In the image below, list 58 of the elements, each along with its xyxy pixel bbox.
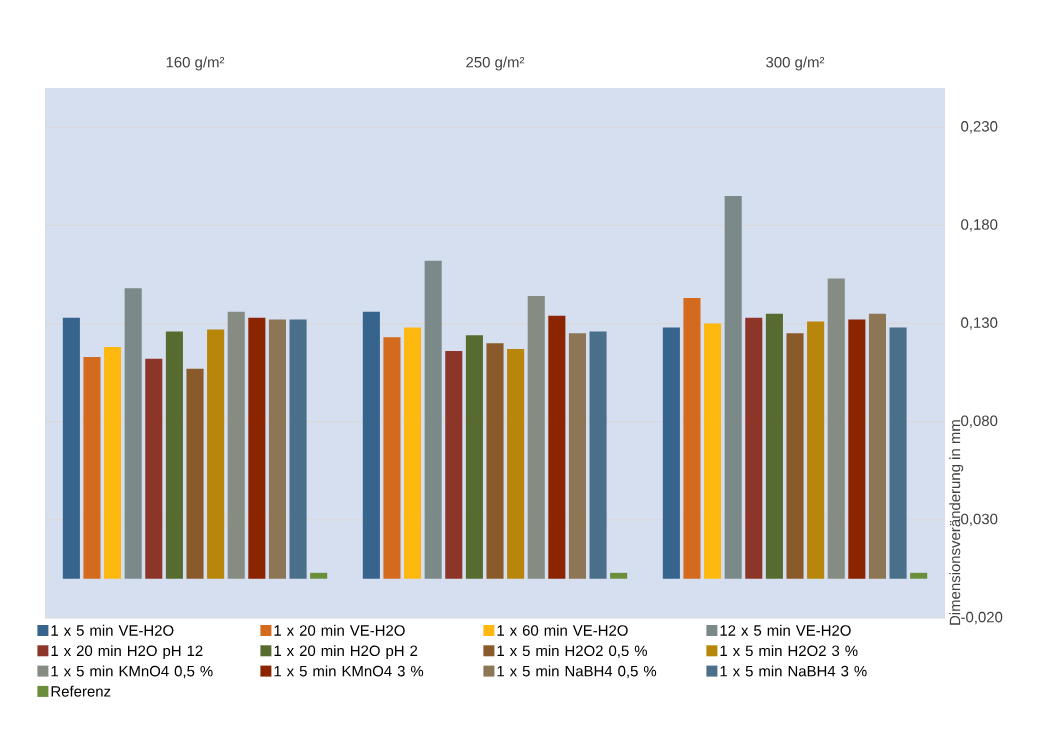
bar (807, 321, 825, 579)
bar (145, 358, 163, 579)
legend-label: Referenz (51, 685, 111, 697)
bar (568, 333, 586, 579)
bar (704, 323, 722, 579)
bar (165, 331, 183, 579)
bar (207, 329, 225, 579)
legend-label: 1 x 5 min H2O2 3 % (720, 645, 858, 657)
bar (786, 333, 804, 579)
bar (827, 278, 845, 579)
bar (889, 327, 907, 579)
bar (383, 337, 401, 579)
bar (62, 317, 80, 579)
bar (362, 311, 380, 579)
x-tick-label: 250 g/m² (466, 56, 525, 71)
bar (310, 572, 328, 579)
x-tick-label: 300 g/m² (766, 56, 825, 71)
bar (724, 195, 742, 579)
bar (848, 319, 866, 579)
legend-label: 1 x 60 min VE-H2O (497, 624, 628, 636)
bar (248, 317, 266, 579)
bar (445, 351, 463, 579)
bar (765, 313, 783, 579)
legend-label: 1 x 5 min KMnO4 0,5 % (51, 665, 213, 679)
bar (186, 368, 204, 579)
bar (610, 572, 628, 579)
bar (83, 356, 101, 579)
y-tick-label: 0,230 (961, 121, 998, 134)
bar (465, 335, 483, 579)
bar (745, 317, 763, 579)
legend-label: 1 x 5 min H2O2 0,5 % (497, 645, 647, 658)
bar (268, 319, 286, 579)
legend-label: 1 x 5 min NaBH4 3 % (720, 665, 867, 677)
bar (507, 349, 525, 579)
bar (404, 327, 422, 579)
y-tick-label: 0,130 (961, 317, 998, 330)
legend-label: 1 x 20 min H2O pH 12 (51, 645, 203, 660)
legend-label: 1 x 5 min NaBH4 0,5 % (497, 665, 657, 679)
bar (683, 298, 701, 579)
bar (527, 296, 545, 579)
bar (227, 311, 245, 579)
bar (910, 572, 928, 579)
bar (548, 315, 566, 579)
legend-label: 1 x 5 min VE-H2O (51, 624, 174, 636)
legend-label: 1 x 5 min KMnO4 3 % (274, 665, 424, 677)
bar (662, 327, 680, 579)
bar (424, 260, 442, 579)
legend-label: 1 x 20 min H2O pH 2 (274, 645, 418, 660)
bar (104, 347, 122, 579)
bar (589, 331, 607, 579)
bar (868, 313, 886, 579)
bar (486, 343, 504, 579)
x-tick-label: 160 g/m² (166, 56, 225, 71)
legend-label: 1 x 20 min VE-H2O (274, 624, 405, 636)
legend-label: 12 x 5 min VE-H2O (720, 624, 851, 636)
y-tick-label: 0,180 (961, 219, 998, 232)
bar (289, 319, 307, 579)
bar (124, 288, 142, 579)
